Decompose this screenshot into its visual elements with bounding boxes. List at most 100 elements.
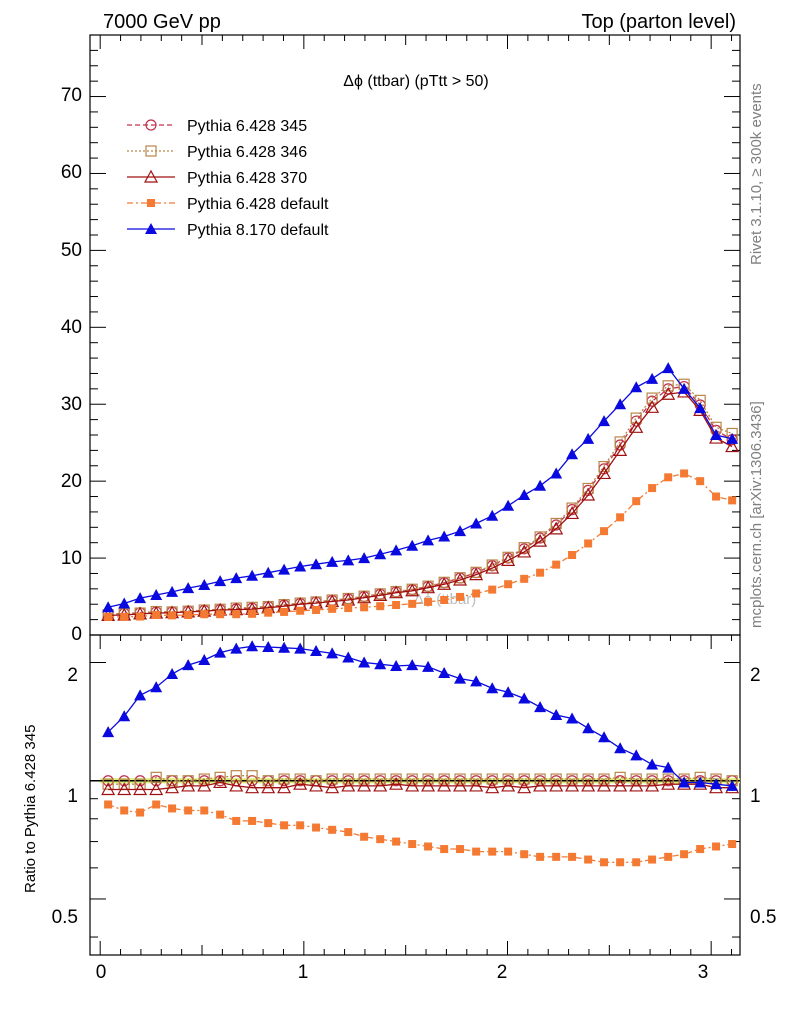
ratio-point-pythia-6-428-370 [373,778,388,792]
data-point-pythia-8-170-default [710,429,723,440]
ratio-point-pythia-8-170-default [678,776,691,788]
data-point-pythia-6-428-default [408,599,417,608]
header-right: Top (parton level) [581,11,736,33]
data-point-pythia-6-428-default [712,492,721,501]
legend-marker-pythia-6-428-345 [145,119,157,131]
ratio-point-pythia-6-428-346 [166,775,178,787]
mcplots-label: mcplots.cern.ch [arXiv:1306.3436] [748,401,765,628]
data-point-pythia-6-428-default [728,496,737,505]
data-point-pythia-8-170-default [358,552,371,564]
ratio-point-pythia-6-428-default [232,816,241,825]
ratio-point-pythia-8-170-default [614,742,627,754]
data-point-pythia-6-428-default [392,601,401,609]
ratio-point-pythia-6-428-default [440,845,449,854]
ratio-point-pythia-8-170-default [390,659,403,671]
data-point-pythia-8-170-default [662,362,675,374]
ratio-y-axis-label: Ratio to Pythia 6.428 345 [22,725,39,893]
ratio-point-pythia-6-428-370 [645,778,660,792]
data-point-pythia-6-428-default [536,568,545,577]
ratio-y-tick-label-2: 2 [67,665,78,686]
data-point-pythia-8-170-default [518,489,531,500]
y-tick-label-70: 70 [61,85,82,106]
ratio-point-pythia-6-428-default [408,840,417,849]
rivet-label: Rivet 3.1.10, ≥ 300k events [748,83,765,265]
data-point-pythia-6-428-default [648,484,657,493]
data-point-pythia-8-170-default [502,499,515,511]
y-tick-label-50: 50 [61,240,82,261]
ratio-point-pythia-6-428-default [360,832,369,841]
ratio-point-pythia-8-170-default [406,659,419,671]
data-point-pythia-6-428-default [216,610,225,619]
data-point-pythia-6-428-346 [662,380,674,392]
data-point-pythia-6-428-default [104,612,113,621]
ratio-point-pythia-6-428-346 [358,773,370,785]
ratio-point-pythia-6-428-370 [453,778,468,792]
x-tick-label-3: 3 [698,962,709,983]
ratio-point-pythia-6-428-default [600,858,609,867]
ratio-point-pythia-6-428-default [216,810,225,819]
ratio-point-pythia-6-428-default [328,825,337,834]
ratio-point-pythia-8-170-default [534,701,547,713]
ratio-point-pythia-6-428-370 [245,780,260,794]
ratio-point-pythia-8-170-default [694,776,707,788]
ratio-point-pythia-8-170-default [422,660,435,672]
ratio-point-pythia-6-428-default [712,842,721,851]
ratio-point-pythia-6-428-default [728,840,737,849]
ratio-point-pythia-6-428-default [376,835,385,844]
data-point-pythia-6-428-default [696,477,705,486]
ratio-point-pythia-6-428-370 [485,780,500,794]
ratio-point-pythia-6-428-370 [261,780,276,794]
series-layer [90,362,740,867]
ratio-point-pythia-6-428-346 [582,773,594,785]
data-point-pythia-6-428-default [360,603,369,612]
ratio-point-pythia-6-428-346 [646,773,658,785]
data-point-pythia-6-428-default [152,611,161,619]
data-point-pythia-8-170-default [646,372,659,384]
ratio-point-pythia-6-428-346 [406,773,418,785]
main-plot-title: Δϕ (ttbar) (pTtt > 50) [343,73,488,90]
data-point-pythia-6-428-370 [597,466,612,480]
ratio-point-pythia-6-428-default [264,819,273,828]
ratio-point-pythia-6-428-346 [342,773,354,785]
data-point-pythia-8-170-default [246,569,259,581]
ratio-point-pythia-8-170-default [646,758,659,770]
data-point-pythia-8-170-default [486,509,499,521]
data-point-pythia-8-170-default [310,558,323,570]
ratio-point-pythia-6-428-default [168,804,177,813]
x-tick-label-1: 1 [298,962,309,983]
ratio-point-pythia-6-428-370 [117,782,132,796]
ratio-point-pythia-6-428-default [504,847,513,856]
data-point-pythia-6-428-default [312,606,321,614]
ratio-point-pythia-6-428-default [648,855,657,864]
y-tick-label-10: 10 [61,548,82,569]
ratio-point-pythia-6-428-346 [278,773,290,785]
ratio-point-pythia-8-170-default [342,651,355,663]
data-point-pythia-6-428-default [424,597,433,606]
data-point-pythia-8-170-default [374,548,387,560]
ratio-y-tick-label-right-2: 2 [750,665,761,686]
data-point-pythia-6-428-370 [645,400,660,413]
series-pythia-8-170-default [102,362,739,613]
ratio-point-pythia-6-428-default [632,858,641,867]
ratio-point-pythia-8-170-default [150,681,163,693]
data-point-pythia-8-170-default [678,382,691,394]
series-pythia-6-428-370 [101,384,740,621]
ratio-point-pythia-6-428-default [200,806,209,815]
ratio-point-pythia-8-170-default [198,653,211,665]
ratio-point-pythia-6-428-default [136,808,145,817]
data-point-pythia-6-428-default [136,612,145,621]
data-point-pythia-8-170-default [454,525,467,537]
ratio-y-tick-label-0-5: 0.5 [52,907,78,928]
data-point-pythia-6-428-370 [581,487,596,501]
data-point-pythia-6-428-346 [630,412,642,424]
data-point-pythia-6-428-346 [614,436,626,448]
data-point-pythia-6-428-370 [725,439,740,453]
data-point-pythia-8-170-default [182,582,195,594]
data-point-pythia-8-170-default [406,539,419,551]
ratio-point-pythia-6-428-346 [262,775,274,787]
ratio-point-pythia-6-428-370 [629,778,644,792]
axis-ticks [90,35,740,955]
data-point-pythia-6-428-default [680,469,689,478]
ratio-series-pythia-6-428-default [104,800,737,867]
